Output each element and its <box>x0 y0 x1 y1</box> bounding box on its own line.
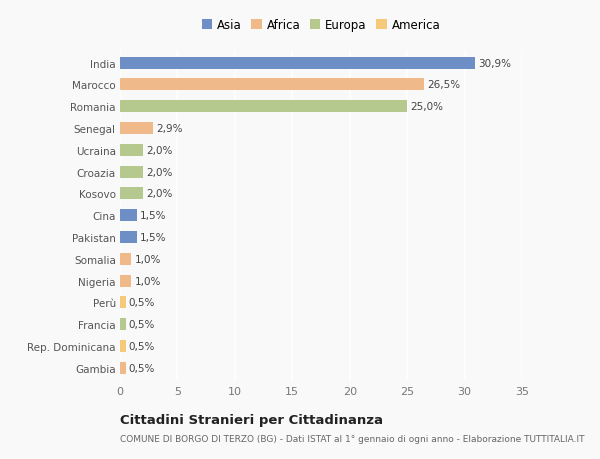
Bar <box>120 319 126 330</box>
Text: 2,0%: 2,0% <box>146 167 172 177</box>
Text: 2,0%: 2,0% <box>146 189 172 199</box>
Bar <box>120 79 424 91</box>
Bar <box>120 166 143 178</box>
Bar <box>120 275 131 287</box>
Text: 2,9%: 2,9% <box>156 124 182 134</box>
Text: COMUNE DI BORGO DI TERZO (BG) - Dati ISTAT al 1° gennaio di ogni anno - Elaboraz: COMUNE DI BORGO DI TERZO (BG) - Dati IST… <box>120 434 584 443</box>
Text: 0,5%: 0,5% <box>128 298 155 308</box>
Text: 0,5%: 0,5% <box>128 319 155 330</box>
Bar <box>120 253 131 265</box>
Text: 1,5%: 1,5% <box>140 232 167 242</box>
Bar <box>120 101 407 113</box>
Bar <box>120 188 143 200</box>
Text: 30,9%: 30,9% <box>478 59 511 68</box>
Text: 1,0%: 1,0% <box>134 254 161 264</box>
Bar <box>120 340 126 352</box>
Text: 25,0%: 25,0% <box>410 102 443 112</box>
Text: 26,5%: 26,5% <box>427 80 460 90</box>
Text: Cittadini Stranieri per Cittadinanza: Cittadini Stranieri per Cittadinanza <box>120 413 383 426</box>
Text: 1,0%: 1,0% <box>134 276 161 286</box>
Bar <box>120 362 126 374</box>
Text: 1,5%: 1,5% <box>140 211 167 221</box>
Bar <box>120 123 154 135</box>
Bar <box>120 231 137 243</box>
Bar <box>120 57 475 69</box>
Legend: Asia, Africa, Europa, America: Asia, Africa, Europa, America <box>199 17 443 34</box>
Bar <box>120 210 137 222</box>
Text: 0,5%: 0,5% <box>128 363 155 373</box>
Text: 2,0%: 2,0% <box>146 146 172 156</box>
Bar <box>120 145 143 157</box>
Bar <box>120 297 126 308</box>
Text: 0,5%: 0,5% <box>128 341 155 351</box>
